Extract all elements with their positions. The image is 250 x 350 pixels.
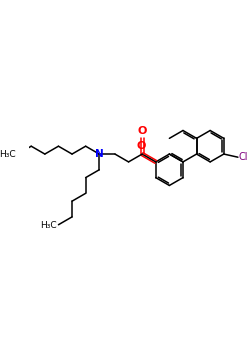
Text: H₃C: H₃C	[0, 149, 16, 159]
Text: H₃C: H₃C	[40, 221, 57, 230]
Text: O: O	[136, 141, 146, 152]
Text: Cl: Cl	[239, 152, 248, 162]
Text: N: N	[95, 149, 104, 159]
Text: O: O	[138, 126, 147, 136]
